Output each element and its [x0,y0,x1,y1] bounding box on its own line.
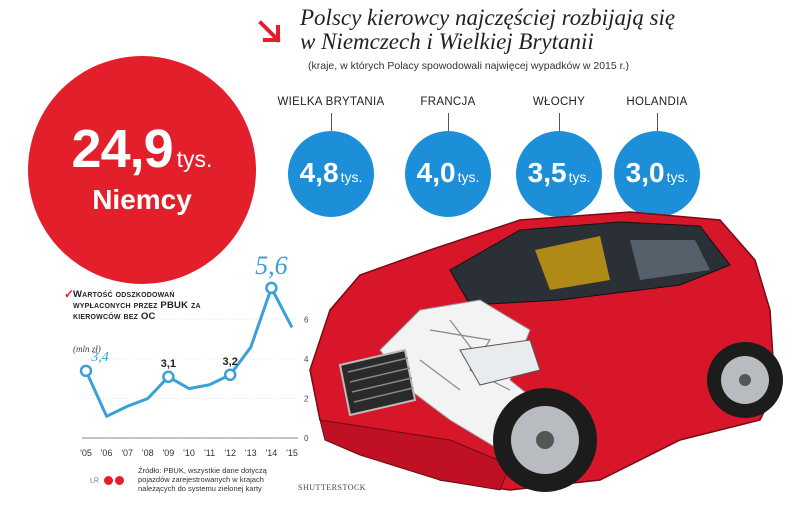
x-tick-label: '11 [204,448,215,458]
x-tick-label: '06 [101,448,113,458]
data-point [265,281,278,295]
country-circle: 4,8 tys. [288,131,374,217]
chart-bullet-icon: ✓ [64,287,75,301]
country-circle: 4,0 tys. [405,131,491,217]
x-tick-label: '14 [266,448,278,458]
x-tick-label: '10 [183,448,195,458]
x-tick-label: '12 [224,448,236,458]
x-tick-label: '13 [245,448,257,458]
country-connector [657,113,658,131]
headline-line-1: Polscy kierowcy najczęściej rozbijają si… [300,5,676,30]
photo-credit: SHUTTERSTOCK [298,483,367,492]
top-country-unit: tys. [176,146,213,172]
y-tick-label: 2 [304,395,309,404]
country-circle: 3,0 tys. [614,131,700,217]
top-country-circle: 24,9 tys. Niemcy [28,56,256,284]
top-country-number: 24,9 [71,119,174,179]
y-tick-label: 4 [304,355,309,364]
country-unit: tys. [457,169,480,185]
chart-source: Źródło: PBUK, wszystkie dane dotyczą poj… [138,466,267,493]
x-tick-label: '07 [121,448,133,458]
agency-logo: LR [90,476,124,485]
y-axis-ticks: 0 2 4 6 [304,316,309,444]
data-point [162,370,175,384]
line-chart: 0 2 4 6 '05 '06 '07 '08 '09 '10 '11 '12 '13 '14 '15 3… [79,251,309,458]
data-label: 3,2 [223,356,238,368]
series-points [79,281,278,384]
x-tick-label: '09 [163,448,175,458]
headline-line-2: w Niemczech i Wielkiej Brytanii [300,29,594,54]
data-point [223,368,237,382]
data-point [79,364,93,378]
country-connector [448,113,449,131]
x-tick-label: '05 [80,448,92,458]
country-label: WŁOCHY [532,96,586,108]
y-tick-label: 0 [304,434,309,443]
top-country-name: Niemcy [92,184,192,215]
crashed-car-illustration [309,211,783,492]
country-label: HOLANDIA [626,96,688,108]
country-value: 4,0 [416,157,456,188]
country-connector [331,113,332,131]
data-label: 5,6 [255,251,288,280]
x-axis-ticks: '05 '06 '07 '08 '09 '10 '11 '12 '13 '14 '15 [80,448,298,458]
country-label: WIELKA BRYTANIA [277,96,385,108]
agency-name: LR [90,477,99,485]
country-connector [559,113,560,131]
country-value: 3,5 [527,157,567,188]
data-labels: 3,4 3,1 3,2 5,6 [90,251,287,370]
data-label: 3,1 [161,358,176,370]
headline: Polscy kierowcy najczęściej rozbijają si… [300,6,800,54]
agency-logo-icon [114,476,124,485]
country-unit: tys. [666,169,689,185]
chart-gridlines [82,319,298,439]
data-label: 3,4 [90,350,109,365]
chart-unit: (mln zł) [73,344,101,354]
chart-title: Wartość odszkodowań wypłaconych przez PB… [73,289,201,322]
country-label: FRANCJA [420,96,476,108]
y-tick-label: 6 [304,316,309,325]
top-country-value: 24,9 tys. [28,118,256,180]
arrow-down-right-icon [258,20,281,43]
subtitle: (kraje, w których Polacy spowodowali naj… [308,60,629,72]
country-unit: tys. [568,169,591,185]
agency-logo-icon [103,476,113,485]
x-tick-label: '15 [286,448,298,458]
country-value: 4,8 [299,157,339,188]
series-line [84,286,294,418]
x-tick-label: '08 [142,448,154,458]
country-value: 3,0 [625,157,665,188]
country-unit: tys. [340,169,363,185]
country-circle: 3,5 tys. [516,131,602,217]
